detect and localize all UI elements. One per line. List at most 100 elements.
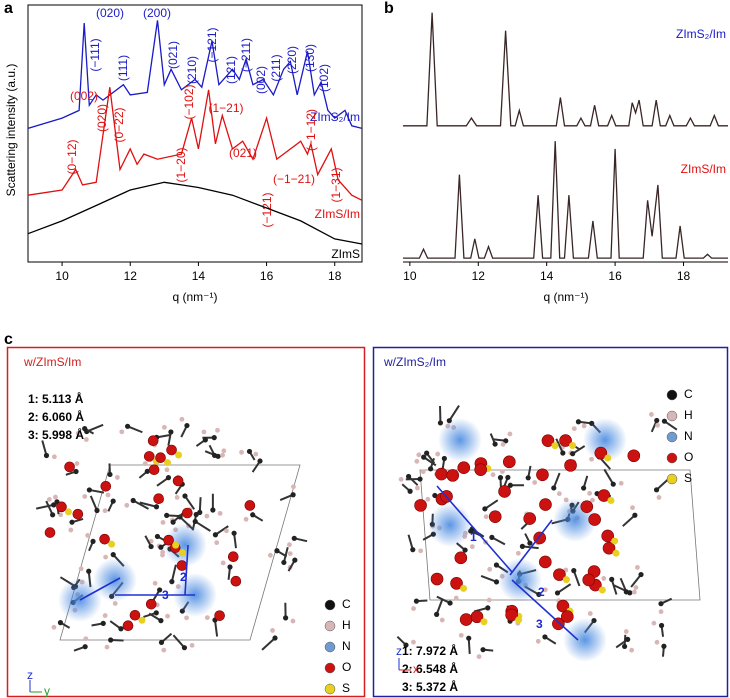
atom-c xyxy=(165,475,172,481)
atom-c xyxy=(110,552,116,558)
peak-label: (1−21) xyxy=(208,101,243,115)
atom-c xyxy=(551,485,557,491)
atom-h xyxy=(224,528,229,534)
data-line xyxy=(403,12,728,127)
atom-o xyxy=(44,527,56,538)
atom-o xyxy=(148,464,160,476)
peak-label: (211) xyxy=(269,54,283,81)
panel-label: b xyxy=(384,0,394,17)
atom-c xyxy=(527,540,533,546)
peak-label: (−102) xyxy=(182,84,196,119)
atom-o xyxy=(564,459,577,472)
atom-o xyxy=(172,475,184,487)
x-tick-label: 18 xyxy=(677,269,691,283)
x-tick-label: 14 xyxy=(192,269,206,283)
atom-o xyxy=(100,481,112,492)
site-highlight xyxy=(163,523,207,567)
atom-c xyxy=(154,533,161,540)
atom-c xyxy=(169,579,175,585)
y-axis-label: Scattering intensity (a.u.) xyxy=(4,64,18,197)
bond xyxy=(194,520,211,532)
atom-h xyxy=(649,412,654,417)
atom-h xyxy=(458,632,464,638)
distance-arrow xyxy=(436,485,513,573)
atom-s xyxy=(172,541,180,549)
atom-c xyxy=(570,451,576,457)
peak-label: (020) xyxy=(95,104,109,132)
atom-c xyxy=(86,487,92,493)
series-label: ZImS₂/Im xyxy=(310,110,360,124)
atom-o xyxy=(505,608,518,622)
atom-c xyxy=(50,512,56,518)
atom-c xyxy=(118,626,124,632)
legend-swatch xyxy=(324,662,336,674)
atom-c xyxy=(623,589,629,595)
atom-h xyxy=(618,480,624,486)
bond xyxy=(172,634,186,649)
atom-c xyxy=(638,571,644,578)
atom-c xyxy=(424,450,430,456)
atom-h xyxy=(74,461,80,466)
atom-o xyxy=(470,610,484,624)
atom-h xyxy=(415,485,420,491)
atom-h xyxy=(287,551,293,556)
atom-h xyxy=(75,430,81,436)
peak-label: (1−20) xyxy=(174,147,188,182)
atom-h xyxy=(469,544,475,550)
distance-arrow xyxy=(509,519,553,576)
axis-label: y xyxy=(44,684,50,698)
atom-o xyxy=(588,513,601,526)
atom-o xyxy=(552,617,565,631)
atom-c xyxy=(130,497,136,504)
legend-swatch xyxy=(324,599,336,611)
atom-h xyxy=(165,613,170,619)
legend-label: H xyxy=(684,408,693,422)
bond xyxy=(448,405,460,422)
atom-o xyxy=(560,610,574,623)
atom-h xyxy=(102,508,108,514)
atom-c xyxy=(492,441,498,447)
atom-h xyxy=(601,576,607,581)
plot-frame xyxy=(27,4,363,263)
atom-c xyxy=(525,475,531,481)
atom-h xyxy=(160,552,165,558)
atom-s xyxy=(108,540,116,548)
atom-h xyxy=(630,505,635,511)
bond xyxy=(610,579,618,595)
atom-c xyxy=(108,637,114,643)
arrow-label: 1 xyxy=(470,530,477,544)
x-tick-label: 16 xyxy=(260,269,274,283)
atom-h xyxy=(487,566,493,572)
peak-label: (1−31) xyxy=(329,167,343,202)
atom-s xyxy=(64,508,72,516)
atom-c xyxy=(144,468,150,474)
atom-c xyxy=(281,559,287,566)
atom-c xyxy=(434,611,440,617)
atom-h xyxy=(270,628,275,633)
distance-label: 1: 5.113 Å xyxy=(28,391,84,406)
atom-o xyxy=(181,507,193,519)
atom-c xyxy=(202,437,208,443)
atom-h xyxy=(633,585,639,590)
atom-s xyxy=(569,442,577,450)
legend-swatch xyxy=(666,473,678,485)
legend-swatch xyxy=(666,389,678,401)
atom-c xyxy=(170,519,176,525)
peak-label: (−1−21) xyxy=(273,172,315,186)
atom-c xyxy=(211,435,217,441)
atom-c xyxy=(246,448,253,455)
atom-c xyxy=(658,622,665,629)
arrow-label: 2 xyxy=(538,585,545,599)
x-tick-label: 10 xyxy=(55,269,69,283)
peak-label: (021) xyxy=(229,146,257,160)
atom-c xyxy=(609,576,615,582)
atom-h xyxy=(179,416,185,422)
distance-label: 3: 5.372 Å xyxy=(402,679,458,694)
x-tick-label: 14 xyxy=(540,269,554,283)
bond xyxy=(127,425,143,434)
atom-h xyxy=(439,617,445,623)
atom-h xyxy=(267,552,273,558)
atom-s xyxy=(612,549,620,557)
atom-c xyxy=(421,454,427,460)
legend-label: C xyxy=(684,387,693,401)
